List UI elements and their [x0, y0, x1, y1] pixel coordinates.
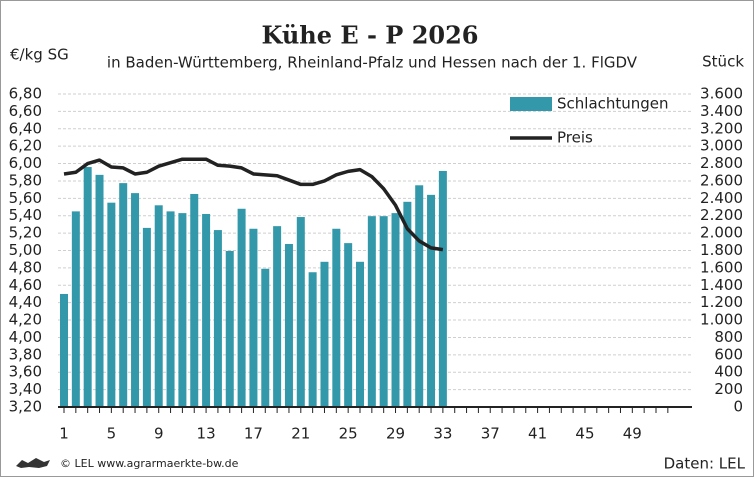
y-tick-label: 6,80	[9, 85, 42, 103]
y2-tick-label: 2.400	[700, 189, 743, 207]
x-tick-label: 45	[575, 425, 594, 443]
bar	[320, 261, 329, 407]
x-tick-label: 37	[481, 425, 500, 443]
bar	[356, 261, 364, 407]
y-tick-label: 4,20	[9, 311, 42, 329]
x-tick-label: 49	[623, 425, 642, 443]
y-tick-label: 3,20	[9, 398, 42, 416]
y2-tick-label: 3.400	[700, 102, 743, 120]
y2-tick-label: 2.600	[700, 171, 743, 189]
bar	[438, 170, 447, 407]
bar	[71, 211, 80, 407]
bar	[344, 243, 353, 407]
legend-label: Preis	[557, 129, 593, 147]
bar	[284, 243, 293, 407]
y2-tick-label: 3.200	[700, 119, 743, 137]
y-tick-label: 4,00	[9, 328, 42, 346]
y2-tick-label: 1.200	[700, 293, 743, 311]
bar	[391, 213, 400, 407]
y-tick-label: 6,00	[9, 154, 42, 172]
y2-tick-label: 600	[714, 345, 743, 363]
bar	[225, 250, 234, 407]
y-tick-label: 5,80	[9, 171, 42, 189]
bar	[119, 183, 128, 407]
bar	[202, 213, 211, 407]
chart-subtitle: in Baden-Württemberg, Rheinland-Pfalz un…	[107, 54, 638, 72]
credit: Daten: LEL	[664, 455, 746, 473]
bar	[213, 230, 222, 407]
y-tick-label: 5,20	[9, 224, 42, 242]
bar	[403, 201, 412, 407]
bar	[142, 227, 151, 407]
y2-tick-label: 3.600	[700, 85, 743, 103]
y-tick-label: 5,00	[9, 241, 42, 259]
bar	[308, 272, 317, 407]
y2-tick-label: 2.000	[700, 224, 743, 242]
bar	[379, 216, 388, 407]
bar	[131, 193, 140, 407]
x-tick-label: 41	[528, 425, 547, 443]
x-tick-label: 25	[339, 425, 358, 443]
bar	[95, 174, 104, 407]
y2-tick-label: 1.000	[700, 311, 743, 329]
legend-swatch	[510, 97, 552, 111]
bar	[178, 213, 187, 407]
y2-tick-label: 1.600	[700, 258, 743, 276]
legend-label: Schlachtungen	[557, 95, 669, 113]
bar	[332, 228, 341, 407]
source: © LEL www.agrarmaerkte-bw.de	[60, 457, 239, 470]
y-tick-label: 4,60	[9, 276, 42, 294]
y-tick-label: 3,60	[9, 363, 42, 381]
y2-tick-label: 3.000	[700, 137, 743, 155]
logo	[16, 458, 50, 468]
y2-tick-label: 800	[714, 328, 743, 346]
y2-tick-label: 0	[733, 398, 743, 416]
bar	[367, 216, 376, 407]
bar	[190, 193, 199, 407]
y2-axis-label: Stück	[702, 53, 744, 71]
y-tick-label: 6,20	[9, 137, 42, 155]
bar	[83, 167, 92, 407]
y-tick-label: 3,80	[9, 345, 42, 363]
chart-title: Kühe E - P 2026	[261, 21, 478, 50]
y-tick-label: 6,60	[9, 102, 42, 120]
y-axis-label: €/kg SG	[10, 46, 69, 64]
bar	[237, 208, 246, 407]
y2-tick-label: 400	[714, 363, 743, 381]
bar	[107, 202, 116, 407]
x-tick-label: 17	[244, 425, 263, 443]
y2-tick-label: 1.800	[700, 241, 743, 259]
x-tick-label: 33	[433, 425, 452, 443]
bar	[166, 211, 175, 407]
x-tick-label: 21	[291, 425, 310, 443]
bar	[60, 293, 68, 407]
y-tick-label: 6,40	[9, 119, 42, 137]
y-tick-label: 4,40	[9, 293, 42, 311]
bar	[427, 194, 436, 407]
x-tick-label: 1	[59, 425, 69, 443]
x-tick-label: 29	[386, 425, 405, 443]
bar	[273, 226, 282, 407]
y2-tick-label: 1.400	[700, 276, 743, 294]
line	[63, 157, 444, 252]
y-tick-label: 3,40	[9, 380, 42, 398]
y2-tick-label: 2.200	[700, 206, 743, 224]
x-tick-label: 13	[197, 425, 216, 443]
y2-tick-label: 2.800	[700, 154, 743, 172]
x-tick-label: 9	[154, 425, 164, 443]
x-tick-label: 5	[107, 425, 117, 443]
y2-tick-label: 200	[714, 380, 743, 398]
y-tick-label: 5,60	[9, 189, 42, 207]
bar	[249, 228, 258, 407]
bar	[154, 205, 163, 407]
bar	[415, 185, 424, 407]
bar	[296, 217, 305, 407]
y-tick-label: 5,40	[9, 206, 42, 224]
bar	[261, 268, 270, 407]
y-tick-label: 4,80	[9, 258, 42, 276]
